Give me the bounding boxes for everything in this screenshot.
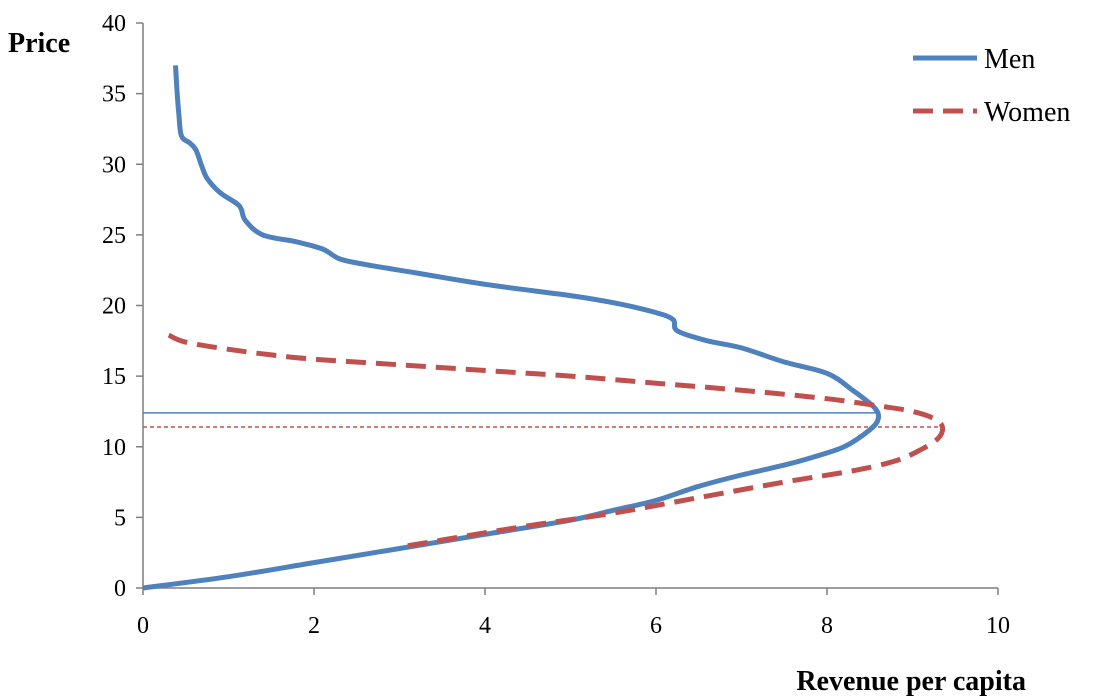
x-axis-title: Revenue per capita	[796, 666, 1026, 697]
legend-label-men: Men	[984, 44, 1035, 75]
y-tick-label: 10	[102, 435, 126, 461]
legend: Men Women	[913, 44, 1070, 128]
y-axis-title: Price	[8, 28, 70, 59]
series-line-men	[142, 65, 882, 591]
y-tick-label: 20	[102, 294, 126, 320]
reference-lines	[143, 412, 943, 428]
chart-axes	[136, 22, 999, 595]
series-lines	[142, 65, 946, 591]
legend-label-women: Women	[984, 97, 1070, 128]
x-tick-label: 4	[479, 613, 491, 639]
series-line-women	[167, 332, 946, 550]
y-tick-label: 40	[102, 11, 126, 37]
y-tick-label: 5	[114, 505, 126, 531]
y-tick-label: 30	[102, 152, 126, 178]
x-tick-label: 2	[308, 613, 320, 639]
x-tick-label: 0	[137, 613, 149, 639]
y-tick-label: 25	[102, 223, 126, 249]
x-tick-label: 6	[650, 613, 662, 639]
y-tick-label: 35	[102, 82, 126, 108]
y-tick-label: 15	[102, 364, 126, 390]
y-tick-label: 0	[114, 576, 126, 602]
x-tick-label: 8	[821, 613, 833, 639]
tick-labels: 0 2 4 6 8 10 0 5 10 15 20 25 30 35 40	[102, 11, 1010, 639]
x-tick-label: 10	[986, 613, 1010, 639]
